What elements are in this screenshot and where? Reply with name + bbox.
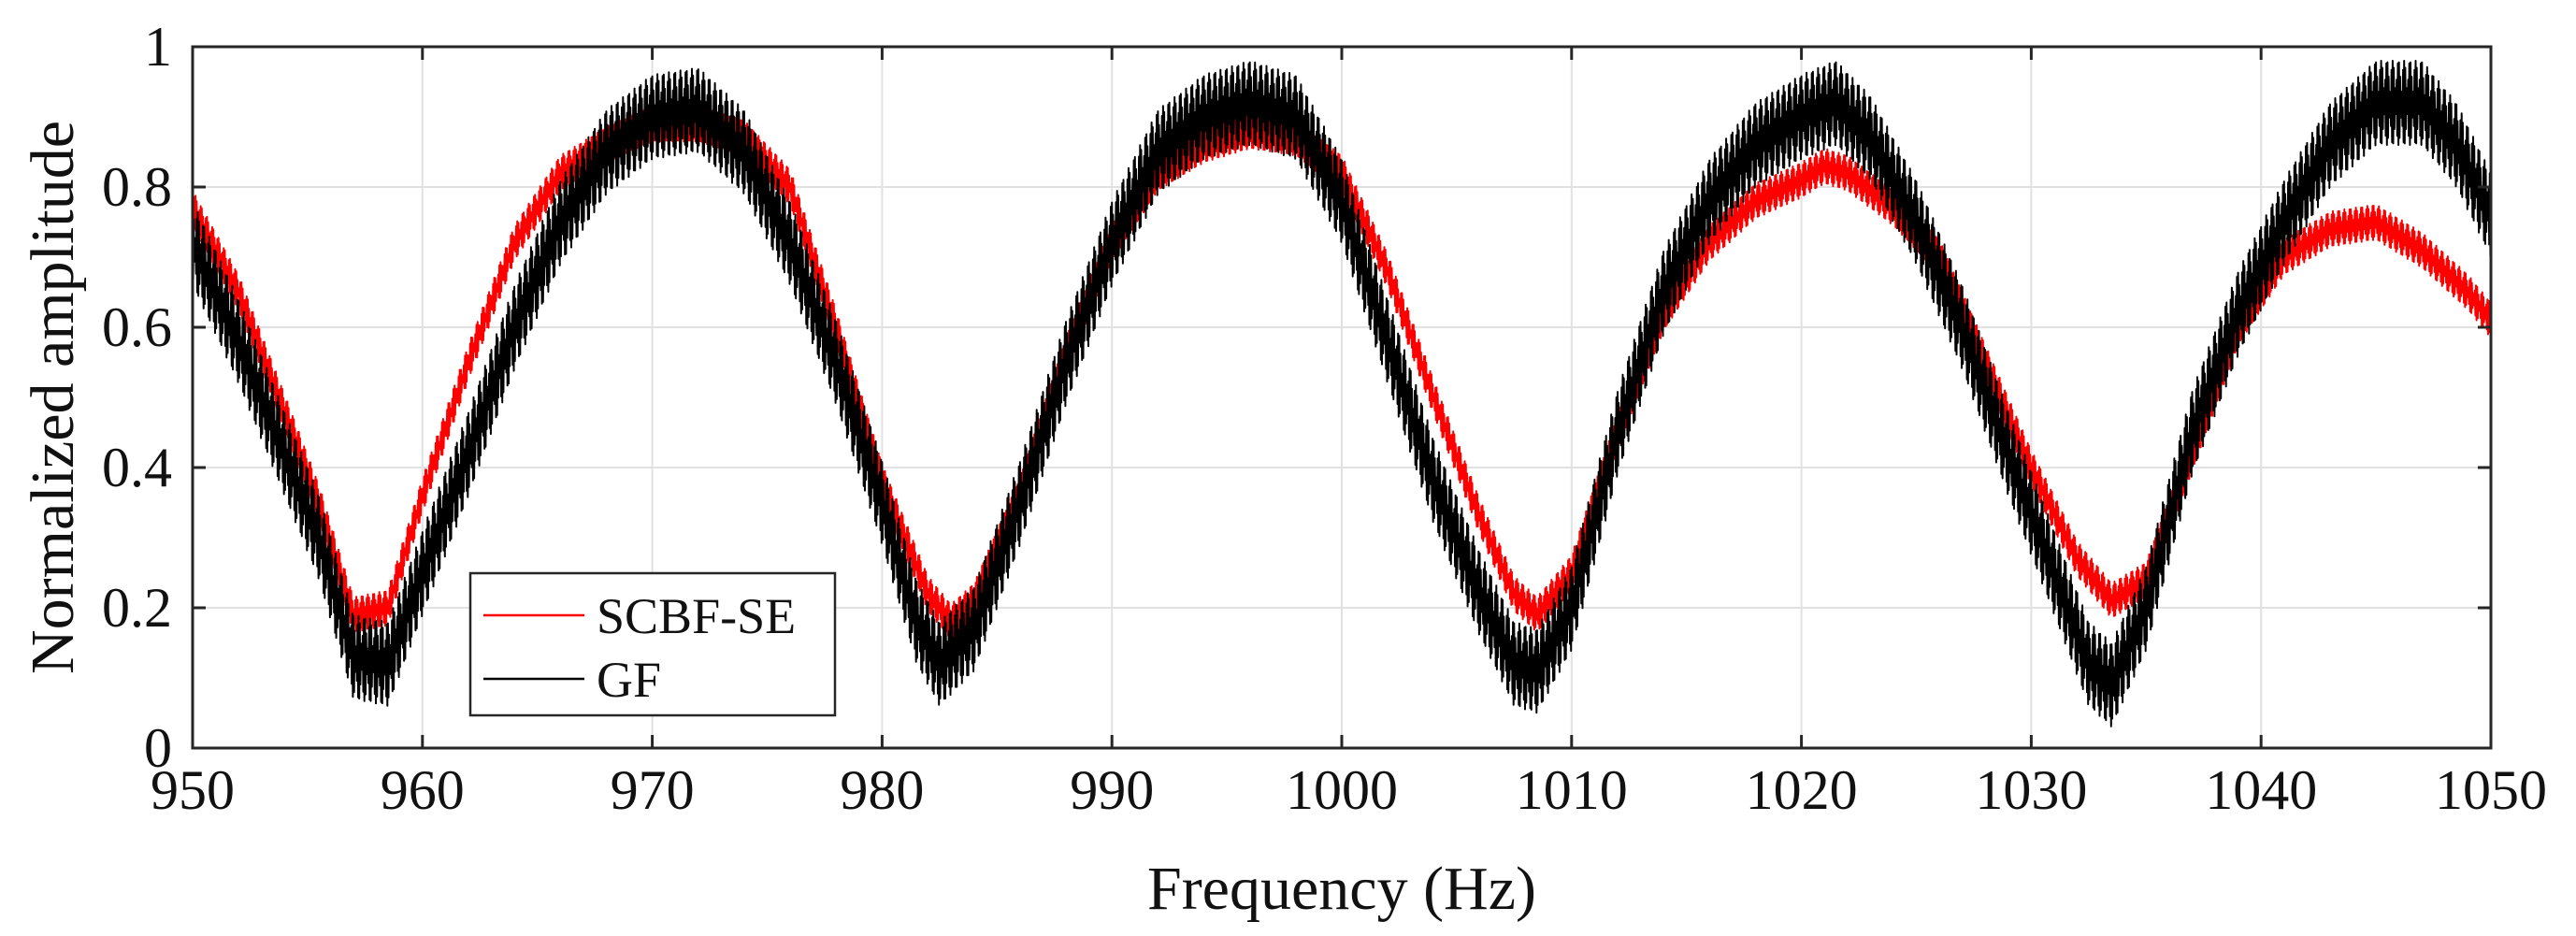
x-tick-label: 960 (381, 759, 465, 821)
y-tick-label: 0.6 (102, 296, 172, 358)
x-tick-label: 950 (151, 759, 235, 821)
x-tick-label: 1040 (2205, 759, 2317, 821)
legend: SCBF-SE GF (468, 571, 837, 717)
axis-ticks (191, 45, 2493, 750)
y-tick-label: 0 (144, 717, 172, 779)
x-tick-label: 1000 (1286, 759, 1398, 821)
y-tick-label: 1 (144, 16, 172, 78)
x-tick-label: 1030 (1975, 759, 2087, 821)
x-tick-label: 1020 (1746, 759, 1858, 821)
x-axis-title: Frequency (Hz) (1147, 855, 1536, 923)
y-tick-label: 0.8 (102, 156, 172, 218)
x-tick-label: 980 (840, 759, 924, 821)
y-tick-label: 0.2 (102, 577, 172, 639)
x-tick-label: 990 (1070, 759, 1154, 821)
y-tick-label: 0.4 (102, 437, 172, 498)
axis-tick-labels: 950 960 970 980 990 1000 1010 1020 1030 1040 1050 0… (102, 16, 2547, 821)
legend-label-gf: GF (597, 652, 661, 708)
legend-label-scbf-se: SCBF-SE (597, 588, 796, 644)
x-tick-label: 1010 (1516, 759, 1628, 821)
legend-box (468, 571, 837, 717)
series-layer (192, 60, 2492, 727)
series-line-gf (192, 60, 2492, 727)
x-tick-label: 1050 (2435, 759, 2547, 821)
x-tick-label: 970 (611, 759, 695, 821)
y-axis-title: Normalized amplitude (19, 121, 87, 674)
